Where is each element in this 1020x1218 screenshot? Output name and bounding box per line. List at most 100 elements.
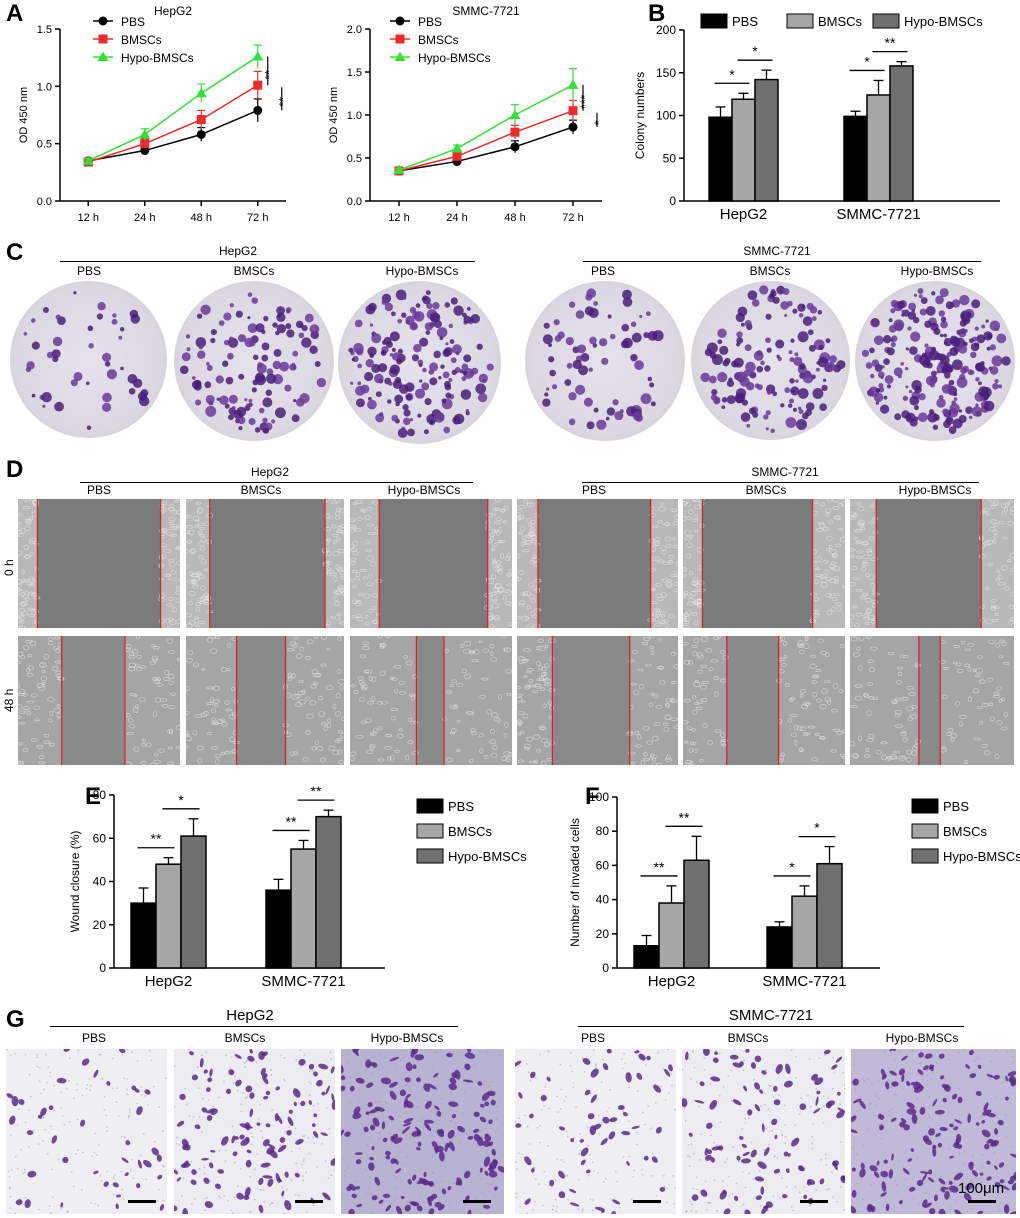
colony [645, 311, 651, 317]
cell [186, 564, 190, 569]
cell [813, 579, 819, 585]
cell [1010, 568, 1014, 572]
cell [474, 649, 480, 655]
membrane-pore [759, 1205, 762, 1208]
membrane-pore [616, 1180, 619, 1183]
transwell-layer [174, 1049, 335, 1214]
colony [237, 416, 246, 425]
colony [938, 310, 945, 317]
cell [335, 538, 341, 542]
cell [714, 729, 721, 733]
cell [697, 669, 703, 674]
invaded-cell [287, 1116, 294, 1127]
membrane-pore [330, 1058, 333, 1060]
colony [907, 326, 912, 331]
membrane-pore [182, 1177, 185, 1180]
colony [959, 319, 967, 327]
invaded-cell [447, 1129, 455, 1139]
membrane-pore [120, 1135, 123, 1138]
cell [366, 507, 372, 511]
cell [220, 751, 226, 756]
colony [986, 333, 993, 340]
colony [806, 302, 814, 310]
invaded-cell [438, 1151, 445, 1162]
cell [350, 751, 357, 756]
colony [958, 344, 968, 354]
legend-swatch [416, 798, 444, 814]
cell [43, 733, 50, 738]
colony [577, 344, 587, 354]
membrane-pore [187, 1049, 190, 1051]
colony [818, 345, 824, 351]
colony [736, 337, 744, 344]
invaded-cell [464, 1063, 471, 1071]
colony [227, 352, 234, 360]
cell [1008, 620, 1014, 625]
membrane-pore [781, 1134, 784, 1136]
cell [131, 648, 139, 655]
colony [463, 354, 472, 363]
cell [517, 711, 525, 715]
colony [132, 378, 143, 389]
cell [663, 619, 669, 623]
cell [367, 700, 374, 705]
cell [368, 676, 373, 682]
invaded-cell [682, 1098, 688, 1108]
membrane-pore [474, 1064, 477, 1067]
cell [154, 679, 160, 684]
cell [671, 537, 677, 541]
cell [168, 746, 173, 750]
membrane-pore [556, 1158, 559, 1160]
membrane-pore [283, 1056, 286, 1059]
cell [355, 735, 364, 739]
invaded-cell [308, 1100, 312, 1105]
legend-label: Hypo-BMSCs [448, 849, 527, 864]
membrane-pore [249, 1132, 252, 1135]
membrane-pore [602, 1058, 604, 1061]
colony [251, 297, 258, 304]
cell [325, 620, 331, 625]
cell [839, 644, 845, 649]
cell [211, 745, 219, 751]
cell [865, 747, 870, 752]
legend-marker [97, 51, 109, 61]
invaded-cell [316, 1079, 323, 1087]
invaded-cell [419, 1177, 427, 1185]
g-label-bmscs-2: BMSCs [727, 1031, 769, 1045]
membrane-pore [843, 1083, 845, 1086]
membrane-pore [371, 1193, 374, 1196]
cell [22, 610, 28, 616]
cell [194, 616, 200, 620]
cell [159, 698, 168, 702]
colony [205, 405, 217, 417]
cell [337, 730, 343, 734]
membrane-pore [785, 1185, 788, 1188]
colony [284, 384, 292, 392]
invaded-cell [965, 1183, 974, 1191]
invaded-cell [916, 1179, 924, 1187]
invaded-cell [369, 1108, 379, 1114]
cell [191, 572, 199, 578]
colony [251, 387, 257, 393]
cell [154, 697, 162, 703]
cell [158, 563, 165, 567]
colony [908, 302, 917, 311]
cell [686, 516, 692, 520]
membrane-pore [236, 1089, 239, 1092]
cell [521, 535, 527, 540]
colony [402, 295, 407, 300]
colony [304, 313, 314, 323]
colony [825, 361, 836, 372]
colony [73, 291, 77, 295]
cell [799, 693, 804, 698]
cell [463, 641, 472, 647]
invaded-cell [928, 1169, 933, 1175]
colony-layer [348, 289, 494, 438]
cell [43, 740, 51, 745]
membrane-pore [651, 1127, 653, 1130]
cell [365, 539, 371, 545]
cell [668, 555, 675, 559]
colony [808, 344, 816, 352]
membrane-pore [548, 1107, 550, 1110]
membrane-pore [305, 1171, 308, 1174]
